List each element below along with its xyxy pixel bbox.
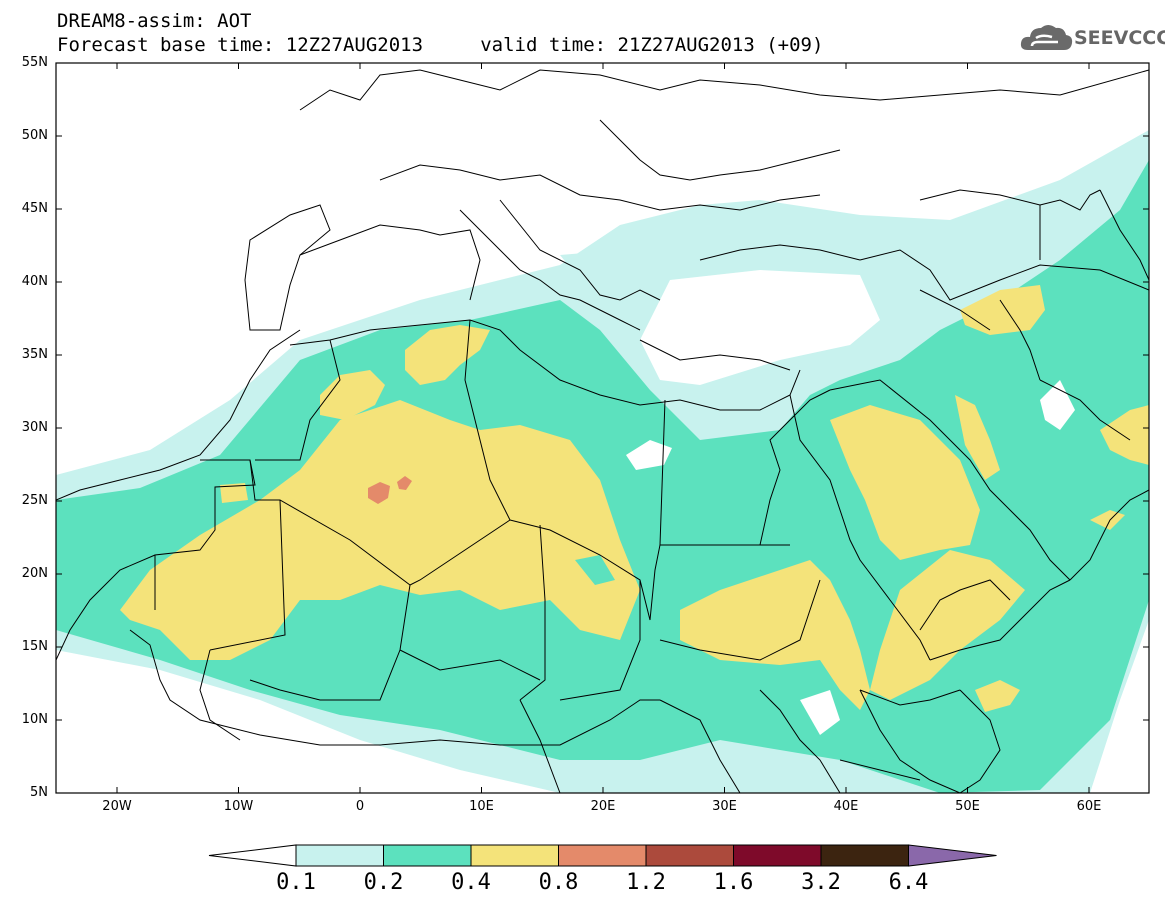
lat-label: 10N [21,712,48,727]
map-title: DREAM8-assim: AOT [57,10,252,32]
lon-label: 20W [102,799,132,814]
lon-label: 10W [223,799,254,814]
logo-text: SEEVCCC [1074,27,1165,49]
lat-label: 55N [21,55,48,70]
lat-label: 40N [21,274,48,289]
forecast-time-line: Forecast base time: 12Z27AUG2013 valid t… [57,34,824,56]
lat-label: 25N [21,493,48,508]
lon-label: 10E [469,799,494,814]
lat-label: 50N [21,128,48,143]
lon-label: 20E [590,799,616,814]
cloud-icon [1020,25,1073,50]
lat-label: 35N [21,347,48,362]
lat-label: 5N [30,785,48,800]
colorbar-label: 1.6 [713,870,754,895]
lat-label: 45N [21,201,48,216]
lat-label: 20N [21,566,48,581]
seevccc-logo: SEEVCCC [1018,20,1165,60]
colorbar-label: 6.4 [888,870,929,895]
aot-level-0.8 [368,476,412,504]
coastlines [56,119,1041,746]
axis-ticks [56,62,1149,794]
colorbar-label: 3.2 [801,870,841,895]
lon-label: 0 [355,799,365,814]
aot-clear-areas [626,270,1075,735]
aot-level-0.4 [120,285,1149,712]
lon-label: 40E [833,799,859,814]
lon-label: 30E [712,799,737,814]
colorbar-label: 0.4 [451,870,491,895]
lat-label: 15N [21,639,48,654]
lat-label: 30N [21,420,48,435]
colorbar-label: 0.2 [363,870,404,895]
colorbar-label: 0.8 [538,870,579,895]
colorbar-label: 0.1 [276,870,316,895]
country-borders [56,69,1149,793]
lon-label: 50E [955,799,980,814]
colorbar-label: 1.2 [626,870,666,895]
aot-level-0.2 [56,160,1149,793]
lon-label: 60E [1076,799,1102,814]
